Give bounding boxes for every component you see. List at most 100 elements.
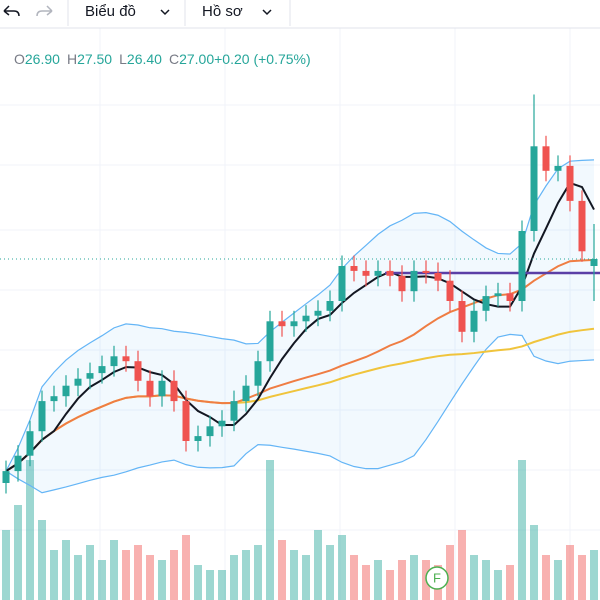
candle-body xyxy=(98,366,106,374)
undo-button[interactable] xyxy=(3,5,20,17)
candle-body xyxy=(446,280,454,301)
volume-bar xyxy=(482,560,490,600)
candle-body xyxy=(518,231,526,301)
volume-bar xyxy=(314,530,322,600)
candle-body xyxy=(218,420,226,427)
volume-bar xyxy=(134,545,142,600)
candle-body xyxy=(422,270,430,273)
candle-body xyxy=(38,401,46,432)
volume-bar xyxy=(98,560,106,600)
chart-menu[interactable]: Biểu đồ xyxy=(85,3,170,20)
volume-bar xyxy=(26,460,34,600)
volume-bar xyxy=(74,555,82,600)
bollinger-lower xyxy=(5,333,595,494)
candle-body xyxy=(254,361,262,386)
legend-label: H xyxy=(67,51,77,67)
volume-bar xyxy=(494,570,502,600)
volume-bar xyxy=(302,555,310,600)
volume-bar xyxy=(266,460,274,600)
volume-bar xyxy=(362,565,370,600)
candle-body xyxy=(266,321,274,362)
volume-bar xyxy=(446,545,454,600)
candle-body xyxy=(182,401,190,441)
dropdown-arrow xyxy=(160,9,170,16)
candle-body xyxy=(278,321,286,327)
candle-body xyxy=(26,431,34,456)
candle-body xyxy=(302,315,310,322)
candle-body xyxy=(506,293,514,301)
candle-body xyxy=(590,259,598,266)
candle-body xyxy=(86,373,94,379)
legend-value: 27.00 xyxy=(179,51,214,67)
volume-bar xyxy=(158,560,166,600)
candle-body xyxy=(206,426,214,437)
volume-bar xyxy=(554,560,562,600)
menu-label[interactable]: Biểu đồ xyxy=(85,3,136,20)
candle-body xyxy=(386,270,394,276)
volume-bar xyxy=(326,545,334,600)
legend-value: 26.90 xyxy=(25,51,60,67)
legend-value: +0.20 (+0.75%) xyxy=(214,51,311,67)
profile-menu[interactable]: Hồ sơ xyxy=(202,3,272,20)
candle-body xyxy=(290,321,298,327)
volume-bar xyxy=(518,460,526,600)
candle-body xyxy=(338,266,346,301)
volume-bar xyxy=(110,540,118,600)
volume-bar xyxy=(254,545,262,600)
bollinger-fill xyxy=(6,159,594,493)
candle-body xyxy=(146,380,154,397)
volume-bar xyxy=(194,565,202,600)
volume-bar xyxy=(578,555,586,600)
volume-bar xyxy=(2,530,10,600)
volume-bar xyxy=(542,555,550,600)
volume-bar xyxy=(506,565,514,600)
candle-body xyxy=(50,396,58,402)
legend-value: 26.40 xyxy=(127,51,162,67)
volume-bar xyxy=(146,555,154,600)
moving-average xyxy=(5,181,595,472)
volume-bar xyxy=(218,570,226,600)
candle-body xyxy=(122,356,130,362)
candle-body xyxy=(134,361,142,381)
volume-bar xyxy=(50,550,58,600)
candle-body xyxy=(470,310,478,332)
candle-body xyxy=(482,296,490,311)
bollinger-upper xyxy=(5,159,595,472)
redo-button[interactable] xyxy=(36,5,53,17)
volume-bar xyxy=(386,570,394,600)
volume-bar xyxy=(242,550,250,600)
volume-bar xyxy=(182,535,190,600)
legend-label: L xyxy=(119,51,127,67)
candle-body xyxy=(158,380,166,397)
candle-body xyxy=(374,270,382,276)
legend-label: O xyxy=(14,51,25,67)
volume-bar xyxy=(458,530,466,600)
volume-bar xyxy=(530,525,538,600)
candle-body xyxy=(314,310,322,316)
volume-bar xyxy=(122,550,130,600)
volume-bar xyxy=(206,570,214,600)
candle-body xyxy=(170,380,178,402)
volume-bar xyxy=(278,540,286,600)
plot: F xyxy=(0,94,600,600)
volume-bar xyxy=(410,555,418,600)
toolbar xyxy=(0,0,600,28)
candle-body xyxy=(410,270,418,292)
candle-body xyxy=(362,270,370,276)
candle-body xyxy=(194,436,202,441)
volume-bar xyxy=(590,550,598,600)
volume-bar xyxy=(566,545,574,600)
legend-value: 27.50 xyxy=(77,51,112,67)
menu-label[interactable]: Hồ sơ xyxy=(202,3,243,20)
candle-body xyxy=(14,455,22,472)
volume-bar xyxy=(398,560,406,600)
candle-body xyxy=(554,165,562,171)
volume-bar xyxy=(62,540,70,600)
candle-body xyxy=(398,275,406,292)
candle-body xyxy=(542,146,550,171)
volume-bar xyxy=(230,555,238,600)
event-marker[interactable] xyxy=(425,566,449,590)
dropdown-arrow xyxy=(262,9,272,16)
candle-body xyxy=(62,385,70,397)
